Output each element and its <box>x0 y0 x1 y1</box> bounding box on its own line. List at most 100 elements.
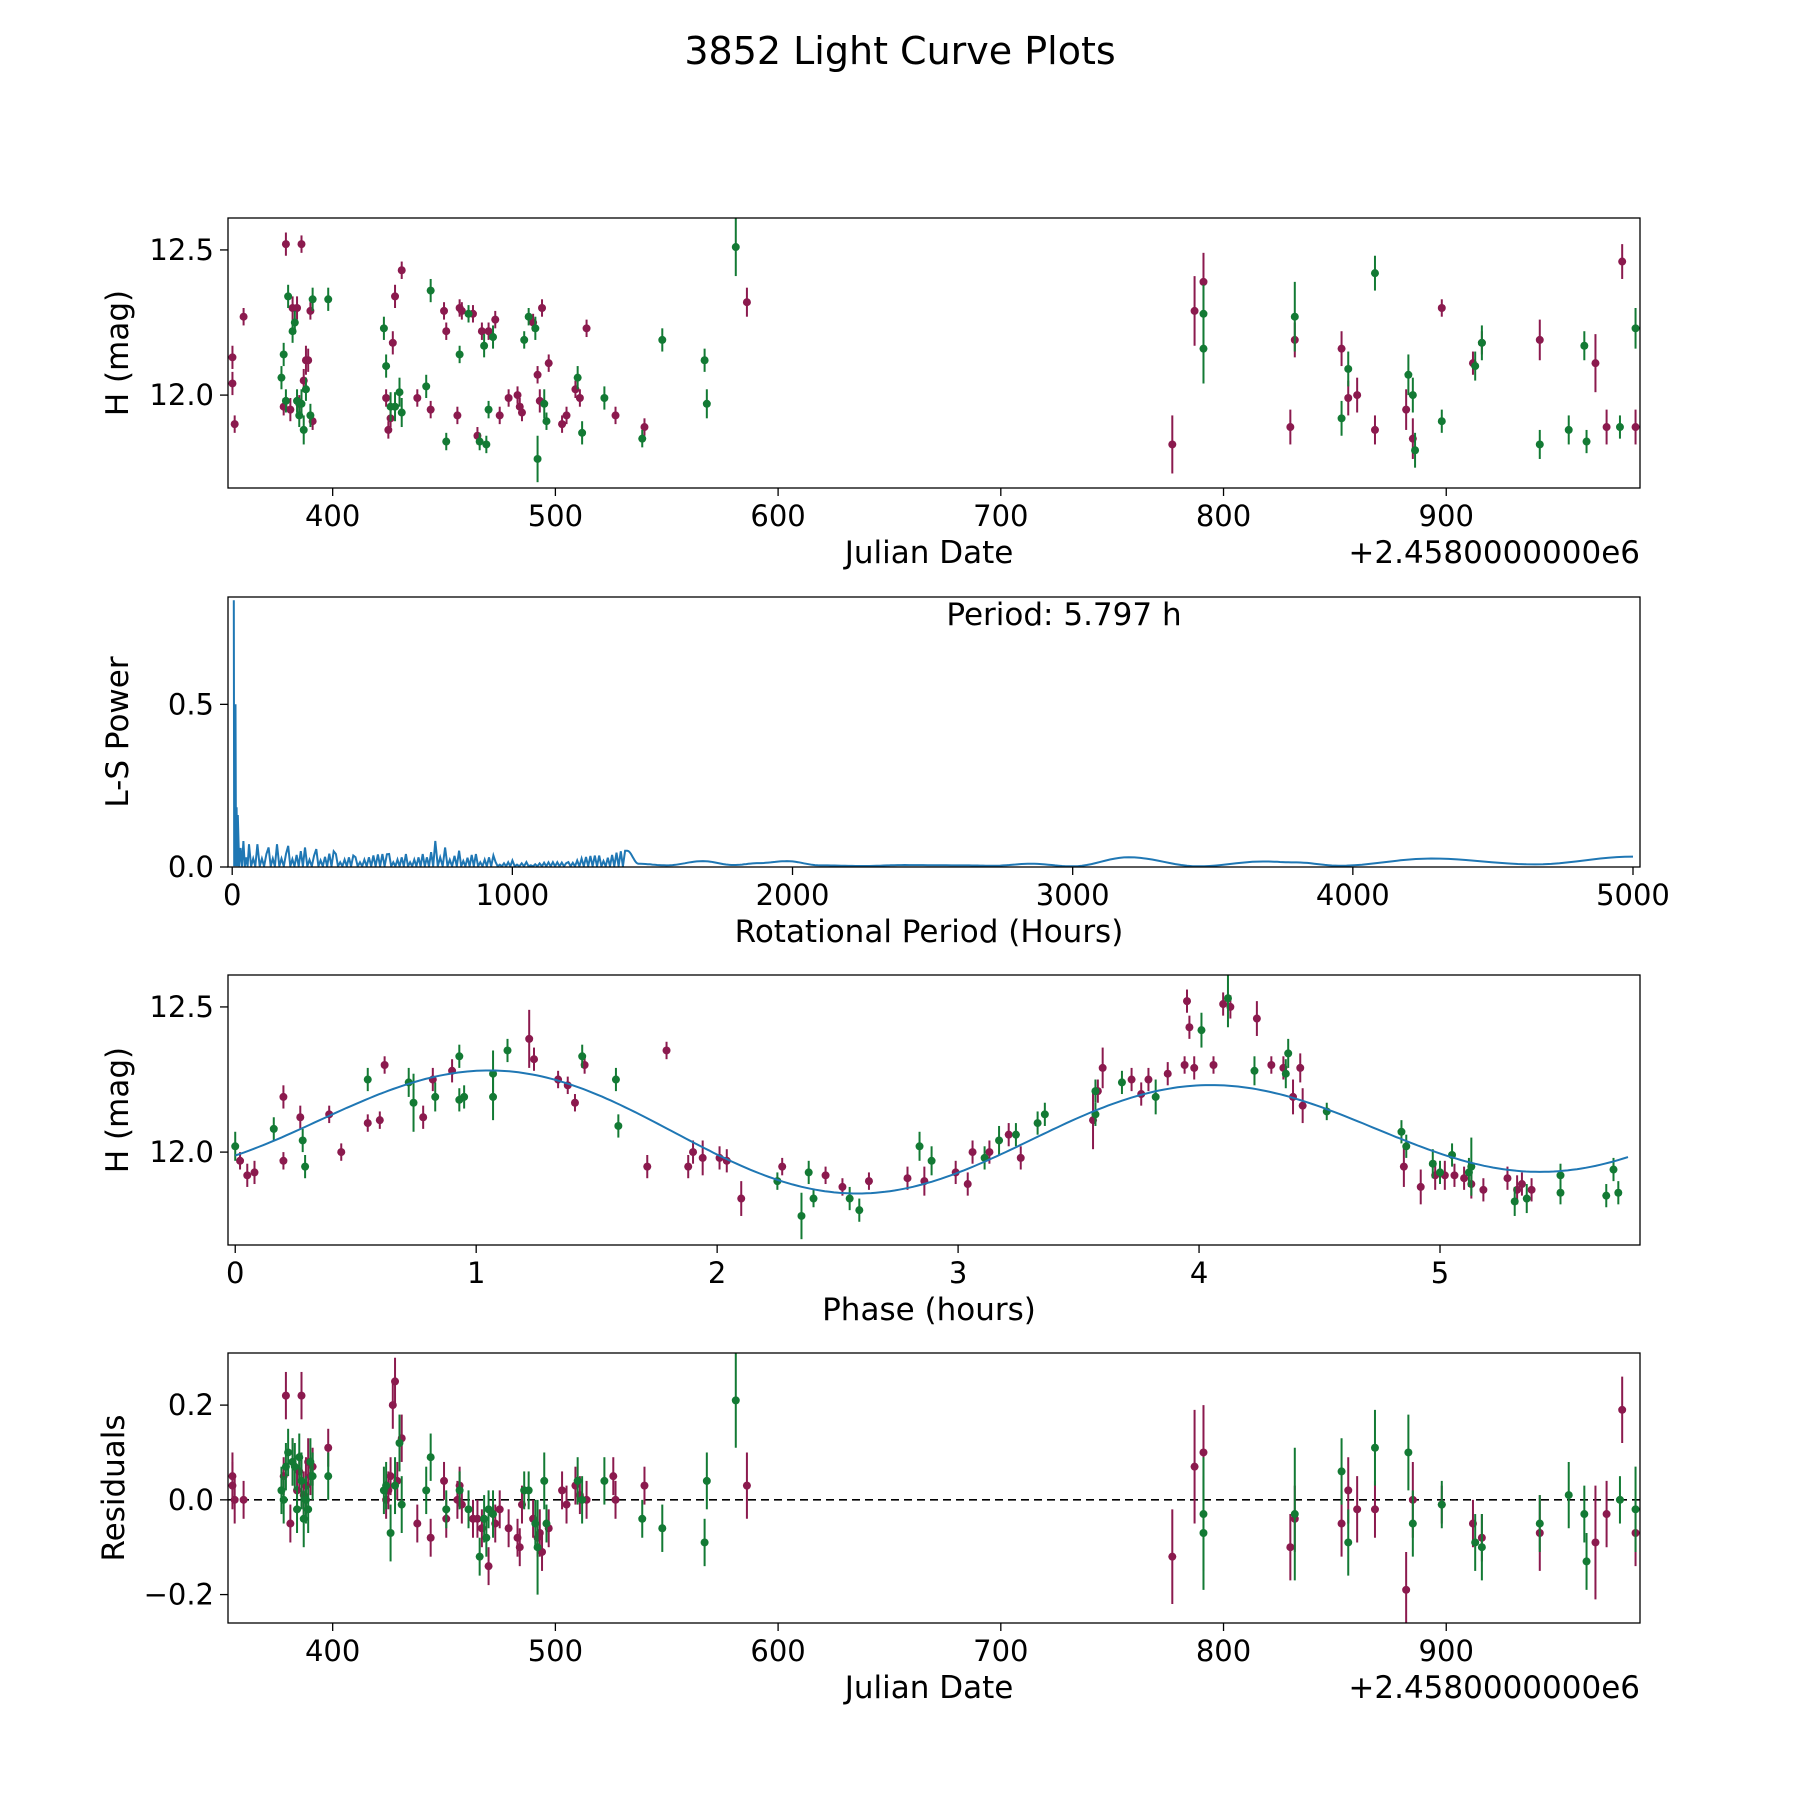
data-point <box>1618 257 1627 266</box>
data-point <box>1614 1188 1623 1197</box>
y-tick-label: −0.2 <box>144 1578 214 1612</box>
y-tick-label: 0.0 <box>168 1483 214 1517</box>
data-point <box>296 1113 305 1122</box>
data-point <box>382 362 391 371</box>
data-point <box>473 1514 482 1523</box>
data-point <box>1286 423 1295 432</box>
data-point <box>324 295 333 304</box>
data-point <box>1471 362 1480 371</box>
data-point <box>530 1055 539 1064</box>
data-point <box>290 1462 299 1471</box>
data-point <box>700 356 709 365</box>
x-tick-label: 0 <box>223 878 241 912</box>
data-point <box>1370 1443 1379 1452</box>
data-point <box>297 1391 306 1400</box>
x-tick-label: 4 <box>1190 1256 1208 1290</box>
data-point <box>638 1514 647 1523</box>
x-tick-label: 1 <box>467 1256 485 1290</box>
data-point <box>1471 1538 1480 1547</box>
data-point <box>1098 1063 1107 1072</box>
data-point <box>611 1495 620 1504</box>
data-point <box>611 1075 620 1084</box>
data-point <box>1618 1405 1627 1414</box>
data-point <box>1168 440 1177 449</box>
data-point <box>1337 1467 1346 1476</box>
data-point <box>286 405 295 414</box>
data-point <box>495 411 504 420</box>
data-point <box>293 1505 302 1514</box>
data-point <box>475 437 484 446</box>
data-point <box>1591 1538 1600 1547</box>
data-point <box>609 1472 618 1481</box>
data-point <box>230 420 239 429</box>
data-point <box>375 1116 384 1125</box>
x-tick-label: 3 <box>949 1256 967 1290</box>
data-point <box>640 1481 649 1490</box>
series-r-band <box>228 1357 1640 1623</box>
data-point <box>299 425 308 434</box>
data-point <box>457 306 466 315</box>
data-point <box>1033 1119 1042 1128</box>
data-point <box>963 1180 972 1189</box>
data-point <box>281 1391 290 1400</box>
periodogram-line <box>232 600 1634 867</box>
x-axis-label: Phase (hours) <box>822 1292 1036 1328</box>
data-point <box>290 318 299 327</box>
data-point <box>484 405 493 414</box>
plot-area <box>228 1353 1640 1623</box>
data-point <box>391 1377 400 1386</box>
data-point <box>903 1174 912 1183</box>
data-point <box>284 292 293 301</box>
data-point <box>504 394 513 402</box>
data-point <box>1284 1049 1293 1058</box>
y-tick-label: 0.2 <box>168 1388 214 1422</box>
data-point <box>689 1148 698 1157</box>
data-point <box>269 1124 278 1133</box>
data-point <box>455 350 464 359</box>
data-point <box>513 391 522 400</box>
data-point <box>995 1136 1004 1145</box>
data-point <box>286 1519 295 1528</box>
data-point <box>413 1519 422 1528</box>
data-point <box>570 1098 579 1107</box>
data-point <box>297 399 306 408</box>
data-point <box>1199 277 1208 286</box>
data-point <box>698 1153 707 1162</box>
data-point <box>525 1034 534 1043</box>
data-point <box>1151 1092 1160 1101</box>
data-point <box>306 411 315 420</box>
data-point <box>544 359 553 368</box>
data-point <box>1437 304 1446 312</box>
data-point <box>1428 1159 1437 1168</box>
data-point <box>1580 341 1589 350</box>
data-point <box>1535 440 1544 449</box>
panel-periodogram: 0 1000 2000 3000 4000 5000 0.0 0.5 Rotational Pe… <box>100 596 1670 950</box>
data-point <box>453 411 462 420</box>
data-point <box>731 1396 740 1405</box>
data-point <box>1011 1130 1020 1139</box>
data-point <box>1503 1174 1512 1183</box>
data-point <box>239 312 248 321</box>
data-point <box>384 425 393 434</box>
x-tick-label: 400 <box>305 499 360 533</box>
data-point <box>1040 1110 1049 1119</box>
data-point <box>1252 1014 1261 1023</box>
series-g-band <box>231 975 1623 1240</box>
data-point <box>277 373 286 382</box>
data-point <box>395 1439 404 1447</box>
data-point <box>363 1119 372 1128</box>
data-point <box>1337 1519 1346 1528</box>
data-point <box>542 417 551 426</box>
data-point <box>1510 1197 1519 1206</box>
panel-residuals: 400 500 600 700 800 900 −0.2 0.0 0.2 Julian Date R… <box>96 1352 1641 1706</box>
data-point <box>821 1171 830 1180</box>
x-tick-label: 4000 <box>1316 878 1390 912</box>
data-point <box>1168 1552 1177 1561</box>
data-point <box>1223 994 1232 1003</box>
x-tick-label: 2000 <box>756 878 830 912</box>
data-point <box>489 1510 498 1519</box>
data-point <box>1615 1495 1624 1504</box>
x-tick-label: 1000 <box>475 878 549 912</box>
data-point <box>1437 417 1446 426</box>
data-point <box>1197 1026 1206 1035</box>
